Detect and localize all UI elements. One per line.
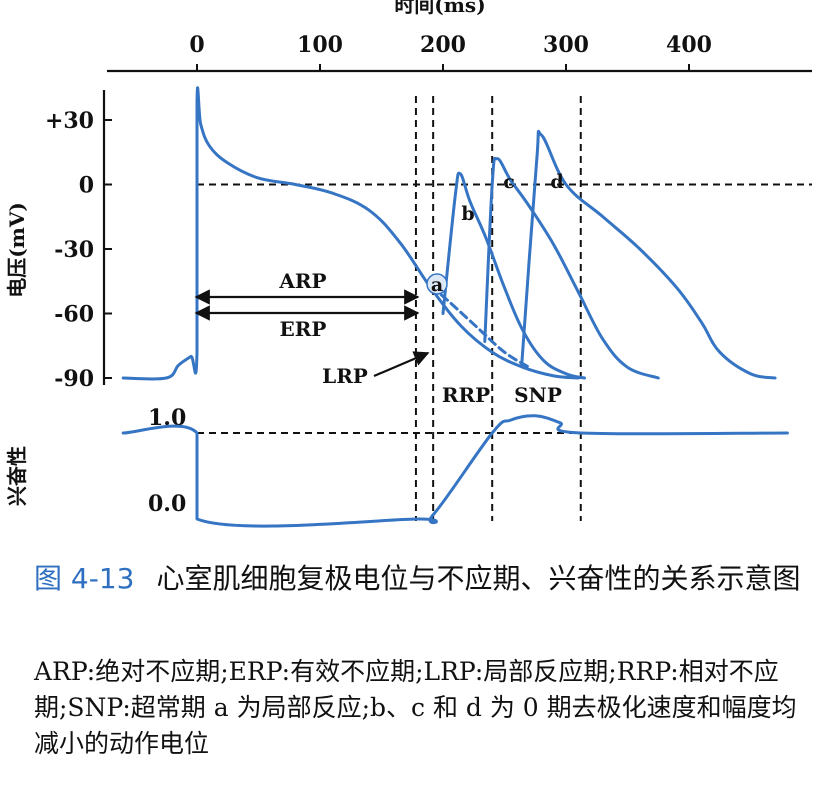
reference-lines — [197, 96, 812, 521]
voltage-tick-label: -90 — [54, 366, 94, 392]
time-tick-label: 400 — [666, 32, 712, 58]
time-tick-label: 0 — [189, 32, 204, 58]
point-a-marker — [426, 273, 448, 295]
figure-notes: ARP:绝对不应期;ERP:有效不应期;LRP:局部反应期;RRP:相对不应期;… — [34, 657, 797, 758]
time-tick-label: 300 — [543, 32, 589, 58]
point-d-label: d — [550, 171, 563, 193]
action-potential-curves — [121, 86, 777, 381]
point-a-label: a — [431, 274, 443, 296]
time-tick-label: 100 — [297, 32, 343, 58]
action-potential-b — [441, 171, 586, 380]
voltage-axis-ticks: +30 0 -30 -60 -90 — [45, 108, 112, 392]
arp-label: ARP — [278, 269, 326, 293]
time-axis-ticks: 0 100 200 300 400 — [189, 32, 712, 71]
point-b-label: b — [461, 203, 474, 225]
time-tick-label: 200 — [420, 32, 466, 58]
figure-number: 图 4-13 — [34, 562, 135, 595]
voltage-tick-label: +30 — [45, 108, 94, 134]
erp-label: ERP — [280, 317, 327, 341]
excitability-curve-group — [121, 414, 789, 528]
time-axis-title: 时间(ms) — [394, 0, 485, 17]
action-potential-d — [520, 129, 777, 380]
figure-caption: 图 4-13 心室肌细胞复极电位与不应期、兴奋性的关系示意图 — [34, 556, 804, 602]
figure-title: 心室肌细胞复极电位与不应期、兴奋性的关系示意图 — [156, 562, 801, 595]
excitability-curve — [121, 414, 789, 528]
voltage-tick-label: -60 — [54, 302, 94, 328]
voltage-tick-label: 0 — [79, 173, 94, 199]
voltage-tick-label: -30 — [54, 237, 94, 263]
repolarization-diagram: 时间(ms) 0 100 200 300 400 电压(mV) +30 0 -30 -60 -9… — [5, 0, 812, 528]
excitability-tick-label: 0.0 — [148, 491, 186, 517]
voltage-axis-title: 电压(mV) — [5, 202, 29, 298]
lrp-label: LRP — [322, 364, 368, 388]
rrp-label: RRP — [442, 383, 490, 407]
excitability-axis-title: 兴奋性 — [5, 446, 29, 506]
excitability-axis-ticks: 1.00.0 — [148, 405, 186, 517]
snp-label: SNP — [514, 383, 562, 407]
action-potential-main — [121, 86, 580, 381]
point-c-label: c — [503, 171, 515, 193]
lrp-arrow — [373, 351, 430, 378]
